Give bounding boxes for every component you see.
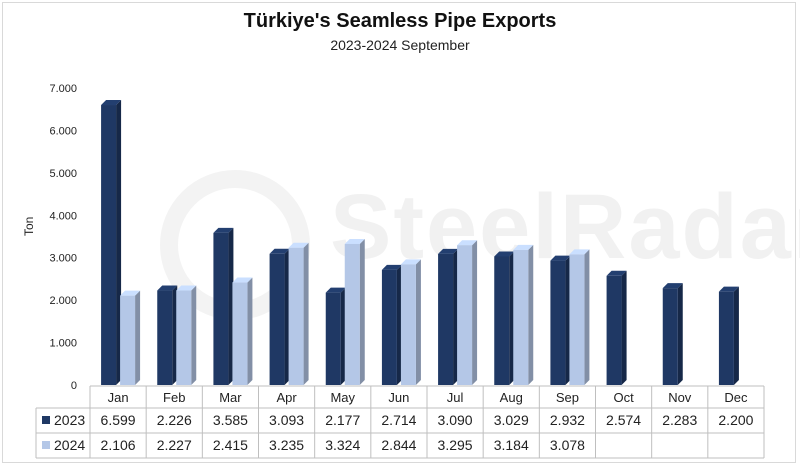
bar-2023-dec xyxy=(718,286,739,385)
chart-title: Türkiye's Seamless Pipe Exports xyxy=(243,10,557,32)
data-label-2023-sep: 2.932 xyxy=(550,412,585,428)
bar-2024-apr xyxy=(288,242,309,385)
bar-2024-feb xyxy=(176,285,197,385)
x-tick-label-feb: Feb xyxy=(163,390,185,405)
x-tick-label-may: May xyxy=(330,390,355,405)
y-tick-label: 3.000 xyxy=(49,253,77,265)
y-tick-label: 5.000 xyxy=(49,168,77,180)
x-tick-label-apr: Apr xyxy=(276,390,297,405)
y-tick-label: 2.000 xyxy=(49,295,77,307)
bar-2024-jul xyxy=(457,240,478,385)
data-label-2023-feb: 2.226 xyxy=(157,412,192,428)
bar-2024-jun xyxy=(400,259,421,385)
bar-2023-mar xyxy=(213,227,234,385)
bar-2023-aug xyxy=(494,251,515,385)
data-label-2023-mar: 3.585 xyxy=(213,412,248,428)
data-label-2024-sep: 3.078 xyxy=(550,437,585,453)
bar-2023-jun xyxy=(381,264,402,385)
data-label-2023-aug: 3.029 xyxy=(494,412,529,428)
legend-label-2023: 2023 xyxy=(54,412,85,428)
x-tick-label-aug: Aug xyxy=(500,390,523,405)
legend-key-2023 xyxy=(42,416,50,424)
data-label-2024-mar: 2.415 xyxy=(213,437,248,453)
data-label-2024-aug: 3.184 xyxy=(494,437,529,453)
data-label-2024-jul: 3.295 xyxy=(438,437,473,453)
data-label-2024-apr: 3.235 xyxy=(269,437,304,453)
bar-2024-mar xyxy=(232,277,253,385)
data-label-2023-dec: 2.200 xyxy=(718,412,753,428)
data-label-2023-jul: 3.090 xyxy=(438,412,473,428)
x-tick-label-jul: Jul xyxy=(447,390,464,405)
y-tick-label: 6.000 xyxy=(49,125,77,137)
bar-2024-may xyxy=(344,238,365,385)
x-tick-label-nov: Nov xyxy=(668,390,692,405)
bar-2023-oct xyxy=(606,270,627,385)
legend-label-2024: 2024 xyxy=(54,437,85,453)
bar-2023-jan xyxy=(101,100,122,385)
chart-subtitle: 2023-2024 September xyxy=(330,37,470,53)
bar-2024-aug xyxy=(513,244,534,385)
data-label-2023-jun: 2.714 xyxy=(381,412,416,428)
data-label-2024-jun: 2.844 xyxy=(381,437,416,453)
bar-2023-may xyxy=(325,287,346,385)
data-label-2023-jan: 6.599 xyxy=(101,412,136,428)
data-label-2023-may: 2.177 xyxy=(325,412,360,428)
data-label-2024-may: 3.324 xyxy=(325,437,360,453)
x-tick-label-jan: Jan xyxy=(108,390,129,405)
bar-2023-sep xyxy=(550,255,571,385)
y-tick-label: 7.000 xyxy=(49,83,77,95)
x-tick-label-dec: Dec xyxy=(724,390,748,405)
data-label-2023-oct: 2.574 xyxy=(606,412,641,428)
legend-key-2024 xyxy=(42,441,50,449)
bar-2023-feb xyxy=(157,285,178,385)
bar-2024-jan xyxy=(120,290,141,385)
x-tick-label-mar: Mar xyxy=(219,390,242,405)
y-tick-label: 4.000 xyxy=(49,210,77,222)
bar-2024-sep xyxy=(569,249,590,385)
y-tick-label: 0 xyxy=(71,380,77,392)
data-label-2023-apr: 3.093 xyxy=(269,412,304,428)
y-tick-label: 1.000 xyxy=(49,338,77,350)
data-label-2024-feb: 2.227 xyxy=(157,437,192,453)
data-label-2024-jan: 2.106 xyxy=(101,437,136,453)
bar-2023-apr xyxy=(269,248,290,385)
x-tick-label-jun: Jun xyxy=(388,390,409,405)
bar-2023-jul xyxy=(438,248,459,385)
bar-2023-nov xyxy=(662,283,683,385)
x-tick-label-sep: Sep xyxy=(556,390,579,405)
data-label-2023-nov: 2.283 xyxy=(662,412,697,428)
x-tick-label-oct: Oct xyxy=(613,390,634,405)
